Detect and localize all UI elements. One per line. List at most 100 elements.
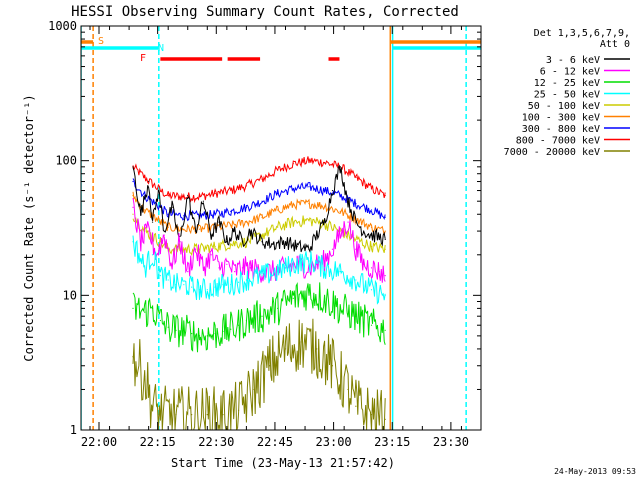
series-5-point-30 — [384, 275, 386, 277]
series-0-point-9 — [261, 178, 263, 180]
x-tick-label-5: 23:15 — [374, 435, 410, 449]
series-6-point-10 — [214, 286, 216, 288]
series-5-point-27 — [363, 263, 365, 265]
series-7-point-22 — [370, 324, 373, 326]
series-7-point-11 — [222, 330, 224, 332]
legend-header-0: Det 1,3,5,6,7,9, — [534, 28, 630, 39]
series-8-point-12 — [300, 341, 302, 343]
legend-label-7: 800 - 7000 keV — [516, 136, 600, 147]
series-6-point-11 — [222, 284, 224, 286]
series-1-point-8 — [245, 206, 247, 208]
series-8-point-3 — [159, 414, 161, 416]
series-7-point-18 — [308, 291, 310, 294]
series-4-point-13 — [226, 241, 228, 243]
y-axis-label: Corrected Count Rate (s⁻¹ detector⁻¹) — [22, 94, 36, 361]
plot-frame — [80, 25, 482, 431]
series-5-point-25 — [347, 221, 349, 223]
series-2-point-14 — [339, 210, 341, 213]
series-7-point-21 — [355, 315, 357, 317]
x-tick-label-2: 22:30 — [198, 435, 234, 449]
series-8-point-13 — [316, 348, 318, 350]
series-0-point-4 — [183, 196, 185, 198]
series-8-point-0 — [132, 356, 134, 358]
series-1-point-10 — [277, 192, 279, 195]
series-line-8 — [132, 318, 386, 430]
series-4-point-16 — [249, 230, 251, 232]
series-line-6 — [132, 235, 386, 305]
chart-title: HESSI Observing Summary Count Rates, Cor… — [71, 4, 459, 20]
footer-timestamp: 24-May-2013 09:53 — [554, 467, 636, 476]
series-1-point-17 — [384, 216, 386, 218]
series-7-point-19 — [323, 297, 326, 299]
flag-n-label: N — [158, 43, 164, 54]
series-4-point-11 — [210, 234, 212, 236]
series-0-point-2 — [159, 189, 161, 192]
series-1-point-0 — [132, 180, 134, 183]
series-4-point-23 — [323, 221, 326, 223]
y-tick-label-3: 1000 — [48, 19, 77, 33]
series-6-point-5 — [175, 284, 177, 286]
series-2-point-11 — [292, 204, 294, 206]
plot-area: S N F — [81, 26, 481, 430]
series-4-point-4 — [157, 189, 160, 192]
series-5-point-26 — [355, 248, 357, 250]
series-4-point-0 — [132, 166, 134, 168]
series-8-point-6 — [206, 414, 208, 416]
series-4-point-9 — [194, 230, 197, 232]
series-1-point-16 — [370, 209, 373, 211]
series-8-point-8 — [237, 409, 240, 411]
series-7-point-2 — [151, 307, 154, 309]
legend-label-1: 6 - 12 keV — [540, 67, 600, 78]
series-0-point-15 — [355, 176, 357, 179]
series-6-point-7 — [191, 286, 193, 288]
series-4-point-5 — [163, 230, 165, 232]
axes: 22:00 22:15 22:30 22:45 23:00 23:15 23:30 1 10 10… — [48, 19, 482, 449]
y-tick-label-1: 10 — [63, 288, 77, 302]
series-2-point-0 — [132, 195, 134, 197]
series-6-point-13 — [237, 281, 240, 283]
series-4-point-18 — [273, 243, 275, 245]
series-6-point-6 — [183, 284, 185, 286]
series-4-point-10 — [202, 200, 204, 202]
series-2-point-5 — [198, 228, 201, 230]
series-2-point-10 — [277, 209, 279, 211]
series-5-point-28 — [370, 267, 373, 269]
series-1-point-15 — [355, 202, 357, 205]
series-8-point-11 — [284, 348, 287, 350]
series-4-point-25 — [339, 166, 341, 168]
series-0-point-10 — [277, 169, 279, 171]
series-6-point-22 — [370, 289, 373, 291]
series-8-point-5 — [191, 414, 193, 416]
series-2-point-8 — [245, 221, 247, 223]
series-7-point-0 — [132, 307, 134, 309]
series-6-point-23 — [384, 294, 386, 296]
series-3-point-12 — [308, 219, 310, 222]
legend-label-0: 3 - 6 keV — [546, 55, 600, 66]
series-5-point-15 — [249, 267, 251, 269]
series-0-point-8 — [245, 185, 247, 187]
series-6-point-4 — [167, 279, 169, 281]
series-4-point-3 — [151, 221, 154, 223]
series-0-point-12 — [308, 160, 310, 162]
series-line-7 — [132, 282, 386, 353]
series-3-point-4 — [183, 248, 185, 250]
series-0-point-17 — [384, 195, 386, 197]
series-1-point-4 — [183, 215, 185, 217]
series-3-point-16 — [370, 246, 373, 248]
series-6-point-20 — [339, 271, 341, 273]
flag-s-label: S — [98, 36, 104, 47]
series-7-point-8 — [198, 335, 201, 337]
series-4-point-27 — [355, 221, 357, 223]
series-8-point-2 — [151, 405, 154, 407]
series-2-point-17 — [384, 230, 386, 232]
series-1-point-9 — [261, 200, 263, 202]
series-4-point-8 — [187, 195, 189, 197]
x-tick-label-4: 23:00 — [316, 435, 352, 449]
series-8-point-18 — [384, 418, 386, 420]
series-5-point-5 — [171, 263, 173, 265]
series-8-point-7 — [222, 414, 224, 416]
series-7-point-23 — [384, 329, 386, 331]
series-6-point-16 — [277, 271, 279, 273]
x-tick-label-0: 22:00 — [81, 435, 117, 449]
series-0-point-7 — [230, 189, 232, 192]
